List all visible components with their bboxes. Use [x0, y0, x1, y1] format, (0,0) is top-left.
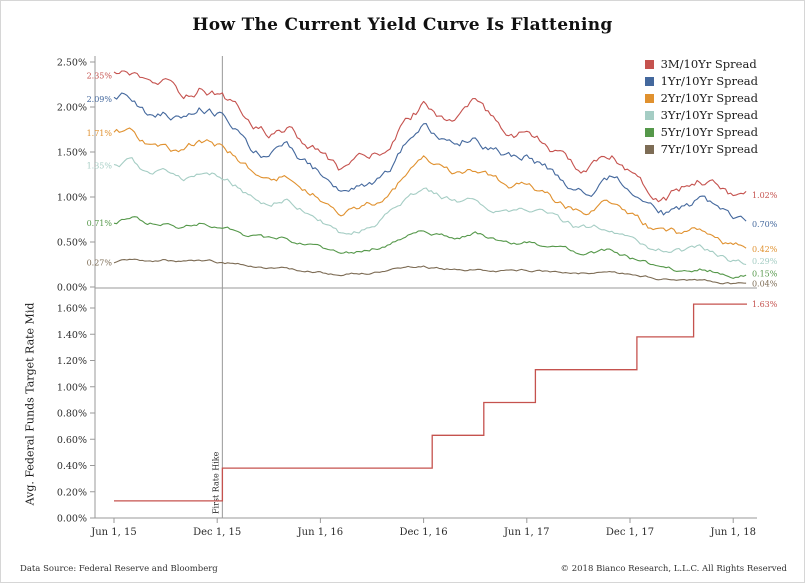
bottom-panel-y-axis-label: Avg. Federal Funds Target Rate Mid	[23, 302, 37, 506]
start-value-label-3m-10yr-spread: 2.35%	[87, 72, 113, 81]
y-tick-label-bottom: 0.20%	[57, 487, 87, 498]
series-line-7yr-10yr-spread	[113, 258, 747, 285]
legend-swatch-icon	[644, 144, 654, 154]
x-tick-label: Dec 1, 17	[606, 527, 654, 538]
y-tick-label-bottom: 1.20%	[57, 356, 87, 367]
y-tick-label-bottom: 0.00%	[57, 514, 87, 525]
first-rate-hike-label: First Rate Hike	[211, 451, 220, 514]
x-tick-label: Dec 1, 15	[193, 527, 241, 538]
series-line-fed-funds-target-rate	[114, 303, 747, 502]
legend-label: 5Yr/10Yr Spread	[660, 125, 758, 139]
y-tick-label-bottom: 0.60%	[57, 435, 87, 446]
x-tick-label: Jun 1, 17	[503, 527, 550, 538]
legend-item-3yr-10yr-spread: 3Yr/10Yr Spread	[644, 108, 758, 122]
x-tick-label: Jun 1, 18	[709, 527, 756, 538]
legend-item-5yr-10yr-spread: 5Yr/10Yr Spread	[644, 125, 758, 139]
end-value-label-2yr-10yr-spread: 0.42%	[752, 245, 778, 254]
x-tick-label: Jun 1, 16	[297, 527, 344, 538]
series-line-2yr-10yr-spread	[113, 127, 747, 249]
chart-title: How The Current Yield Curve Is Flattenin…	[192, 15, 613, 35]
end-value-label-fed-funds: 1.63%	[752, 300, 778, 309]
y-tick-label-bottom: 1.40%	[57, 330, 87, 341]
legend-swatch-icon	[644, 110, 654, 120]
legend-swatch-icon	[644, 127, 654, 137]
y-tick-label-bottom: 0.40%	[57, 461, 87, 472]
legend-label: 2Yr/10Yr Spread	[660, 91, 758, 105]
start-value-label-5yr-10yr-spread: 0.71%	[87, 219, 113, 228]
end-value-label-1yr-10yr-spread: 0.70%	[752, 220, 778, 229]
y-tick-label-top: 1.00%	[57, 193, 87, 204]
y-tick-label-top: 2.00%	[57, 103, 87, 114]
x-tick-label: Dec 1, 16	[400, 527, 448, 538]
end-value-label-7yr-10yr-spread: 0.04%	[752, 279, 778, 288]
end-value-label-3yr-10yr-spread: 0.29%	[752, 257, 778, 266]
legend-label: 3M/10Yr Spread	[660, 57, 757, 71]
y-tick-label-top: 0.50%	[57, 238, 87, 249]
legend-swatch-icon	[644, 59, 654, 69]
start-value-label-7yr-10yr-spread: 0.27%	[87, 259, 113, 268]
y-tick-label-bottom: 0.80%	[57, 409, 87, 420]
copyright-note: © 2018 Bianco Research, L.L.C. All Right…	[560, 564, 787, 574]
legend-swatch-icon	[644, 76, 654, 86]
x-tick-label: Jun 1, 15	[90, 527, 137, 538]
legend-item-3m-10yr-spread: 3M/10Yr Spread	[644, 57, 758, 71]
legend: 3M/10Yr Spread 1Yr/10Yr Spread 2Yr/10Yr Sp…	[644, 57, 758, 156]
legend-label: 3Yr/10Yr Spread	[660, 108, 758, 122]
series-line-3yr-10yr-spread	[113, 157, 747, 266]
legend-item-7yr-10yr-spread: 7Yr/10Yr Spread	[644, 142, 758, 156]
legend-label: 1Yr/10Yr Spread	[660, 74, 758, 88]
y-tick-label-top: 0.00%	[57, 283, 87, 294]
series-line-1yr-10yr-spread	[113, 92, 747, 222]
start-value-label-2yr-10yr-spread: 1.71%	[87, 129, 113, 138]
legend-item-1yr-10yr-spread: 1Yr/10Yr Spread	[644, 74, 758, 88]
legend-label: 7Yr/10Yr Spread	[660, 142, 758, 156]
end-value-label-3m-10yr-spread: 1.02%	[752, 191, 778, 200]
series-line-3m-10yr-spread	[113, 70, 747, 203]
start-value-label-3yr-10yr-spread: 1.35%	[87, 162, 113, 171]
data-source-note: Data Source: Federal Reserve and Bloombe…	[20, 564, 218, 574]
legend-swatch-icon	[644, 93, 654, 103]
y-tick-label-top: 2.50%	[57, 58, 87, 69]
start-value-label-1yr-10yr-spread: 2.09%	[87, 95, 113, 104]
legend-item-2yr-10yr-spread: 2Yr/10Yr Spread	[644, 91, 758, 105]
y-tick-label-top: 1.50%	[57, 148, 87, 159]
series-line-5yr-10yr-spread	[113, 216, 747, 279]
y-tick-label-bottom: 1.00%	[57, 382, 87, 393]
end-value-label-5yr-10yr-spread: 0.15%	[752, 270, 778, 279]
y-tick-label-bottom: 1.60%	[57, 304, 87, 315]
